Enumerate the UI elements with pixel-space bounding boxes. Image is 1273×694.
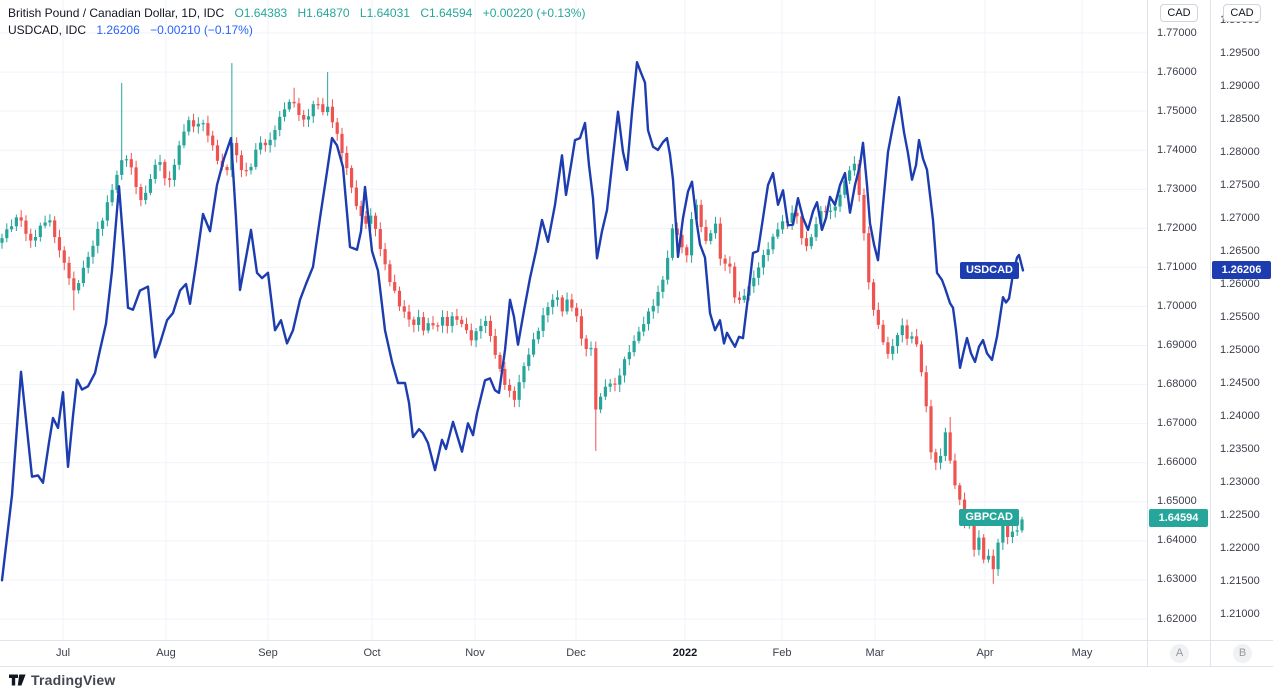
compare-value: 1.26206 bbox=[96, 23, 140, 37]
price-tick: 1.25000 bbox=[1220, 343, 1260, 356]
compare-legend-row[interactable]: USDCAD, IDC 1.26206 −0.00210 (−0.17%) bbox=[8, 22, 585, 39]
time-tick: Oct bbox=[363, 647, 381, 659]
ohlc-open: O1.64383 bbox=[234, 6, 288, 20]
symbol-legend-row[interactable]: British Pound / Canadian Dollar, 1D, IDC… bbox=[8, 5, 585, 22]
time-tick: Apr bbox=[976, 647, 994, 659]
price-tick: 1.65000 bbox=[1157, 495, 1197, 508]
time-tick: Jul bbox=[55, 647, 71, 659]
tradingview-logo-text: TradingView bbox=[31, 672, 116, 688]
price-chart-pane[interactable]: British Pound / Canadian Dollar, 1D, IDC… bbox=[0, 0, 1147, 640]
price-tick: 1.63000 bbox=[1157, 573, 1197, 586]
price-tick: 1.73000 bbox=[1157, 182, 1197, 195]
time-tick: Dec bbox=[566, 647, 586, 659]
price-tick: 1.75000 bbox=[1157, 104, 1197, 117]
compare-change: −0.00210 (−0.17%) bbox=[150, 23, 253, 37]
price-tick: 1.21000 bbox=[1220, 607, 1260, 620]
price-tick: 1.26500 bbox=[1220, 244, 1260, 257]
axis-divider-right bbox=[1210, 0, 1211, 666]
currency-button-a[interactable]: CAD bbox=[1160, 4, 1198, 22]
scale-toggle-b[interactable]: B bbox=[1233, 644, 1252, 663]
time-axis[interactable]: A B Jul Aug Sep Oct Nov Dec 2022 Feb Mar Apr May bbox=[0, 640, 1273, 666]
price-tick: 1.67000 bbox=[1157, 417, 1197, 430]
ohlc-close: C1.64594 bbox=[420, 6, 473, 20]
scale-toggle-a[interactable]: A bbox=[1170, 644, 1189, 663]
price-tick: 1.27000 bbox=[1220, 211, 1260, 224]
price-tick: 1.26000 bbox=[1220, 277, 1260, 290]
price-tick: 1.74000 bbox=[1157, 143, 1197, 156]
usdcad-price-badge: 1.26206 bbox=[1212, 261, 1271, 280]
price-tick: 1.24500 bbox=[1220, 376, 1260, 389]
price-tick: 1.23000 bbox=[1220, 475, 1260, 488]
price-tick: 1.66000 bbox=[1157, 456, 1197, 469]
time-tick: Feb bbox=[772, 647, 792, 659]
price-tick: 1.28000 bbox=[1220, 145, 1260, 158]
price-tick: 1.28500 bbox=[1220, 112, 1260, 125]
compare-title[interactable]: USDCAD, IDC bbox=[8, 23, 87, 37]
price-axis-gbpcad[interactable]: CAD 1.64594 1.77000 1.76000 1.75000 1.74000… bbox=[1148, 0, 1210, 640]
price-tick: 1.64000 bbox=[1157, 534, 1197, 547]
price-tick: 1.27500 bbox=[1220, 178, 1260, 191]
gbpcad-price-badge: 1.64594 bbox=[1149, 508, 1208, 527]
price-axis-usdcad[interactable]: CAD 1.26206 1.300001.295001.290001.28500… bbox=[1211, 0, 1273, 640]
price-tick: 1.29000 bbox=[1220, 79, 1260, 92]
price-tick: 1.25500 bbox=[1220, 310, 1260, 323]
price-tick: 1.22500 bbox=[1220, 508, 1260, 521]
price-tick: 1.72000 bbox=[1157, 221, 1197, 234]
tradingview-logo-icon bbox=[9, 674, 26, 686]
gbpcad-series-label: GBPCAD bbox=[959, 509, 1019, 527]
currency-button-b[interactable]: CAD bbox=[1223, 4, 1261, 22]
usdcad-series-label: USDCAD bbox=[959, 261, 1019, 279]
time-tick: Mar bbox=[865, 647, 885, 659]
price-tick: 1.21500 bbox=[1220, 574, 1260, 587]
price-tick: 1.70000 bbox=[1157, 299, 1197, 312]
ohlc-low: L1.64031 bbox=[359, 6, 410, 20]
price-tick: 1.68000 bbox=[1157, 378, 1197, 391]
time-tick: Nov bbox=[465, 647, 485, 659]
tradingview-logo[interactable]: TradingView bbox=[9, 672, 115, 688]
symbol-change: +0.00220 (+0.13%) bbox=[482, 6, 586, 20]
price-tick: 1.76000 bbox=[1157, 65, 1197, 78]
chart-canvas[interactable] bbox=[0, 0, 1147, 640]
price-tick: 1.62000 bbox=[1157, 612, 1197, 625]
price-tick: 1.77000 bbox=[1157, 26, 1197, 39]
chart-legend: British Pound / Canadian Dollar, 1D, IDC… bbox=[8, 5, 585, 39]
time-tick: 2022 bbox=[672, 647, 698, 659]
price-tick: 1.71000 bbox=[1157, 260, 1197, 273]
symbol-title[interactable]: British Pound / Canadian Dollar, 1D, IDC bbox=[8, 6, 225, 20]
footer-bar: TradingView bbox=[0, 666, 1273, 694]
price-tick: 1.22000 bbox=[1220, 541, 1260, 554]
price-tick: 1.24000 bbox=[1220, 409, 1260, 422]
price-tick: 1.29500 bbox=[1220, 46, 1260, 59]
time-tick: May bbox=[1071, 647, 1093, 659]
ohlc-high: H1.64870 bbox=[297, 6, 350, 20]
axis-divider-left bbox=[1147, 0, 1148, 666]
time-tick: Aug bbox=[156, 647, 176, 659]
time-tick: Sep bbox=[258, 647, 278, 659]
price-tick: 1.23500 bbox=[1220, 442, 1260, 455]
price-tick: 1.69000 bbox=[1157, 339, 1197, 352]
